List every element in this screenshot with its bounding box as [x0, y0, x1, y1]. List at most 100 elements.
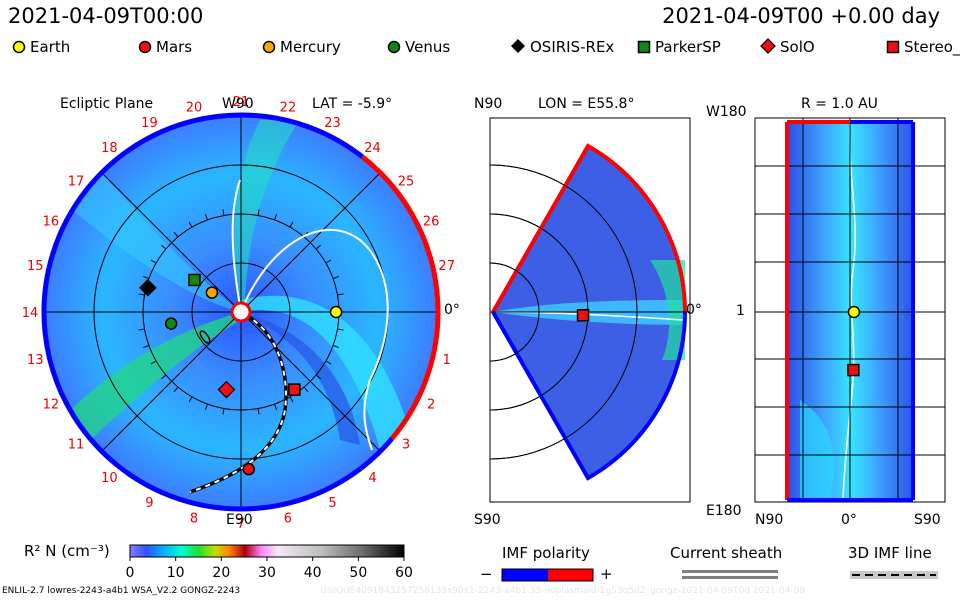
carrington-tick-20: 20: [186, 100, 203, 115]
current-sheath-swatch: [682, 570, 778, 573]
current-sheath-swatch: [682, 576, 778, 579]
legend-mars: Mars: [138, 38, 192, 56]
colorbar-label: R² N (cm⁻³): [24, 542, 110, 560]
ecliptic-lat-label: LAT = -5.9°: [312, 96, 393, 112]
carrington-tick-19: 19: [141, 116, 158, 131]
legend-mercury: Mercury: [262, 38, 341, 56]
legend-stereo-label: Stereo_: [904, 38, 960, 56]
legend-solo: SolO: [760, 38, 815, 56]
radial-y-top-label: W180: [706, 104, 747, 120]
carrington-tick-8: 8: [190, 512, 198, 527]
sun-marker: [230, 301, 252, 323]
carrington-tick-3: 3: [402, 438, 410, 453]
imf-polarity-title: IMF polarity: [502, 544, 590, 562]
ecliptic-bottom-label: E90: [226, 512, 253, 528]
radial-panel: [754, 117, 946, 503]
meridional-polarity-rim-negative: [491, 311, 687, 481]
ecliptic-field-line: [240, 228, 389, 451]
ecliptic-mercury-marker: [205, 286, 219, 299]
ecliptic-venus-marker: [164, 317, 178, 330]
colorbar-tick-40: 40: [304, 565, 322, 581]
legend-earth: Earth: [12, 38, 70, 56]
radial-x-label-0: 0°: [841, 512, 857, 528]
radial-density-feature: [800, 400, 834, 500]
imf-polarity-negative-swatch: [502, 569, 548, 581]
carrington-tick-1: 1: [443, 353, 451, 368]
ecliptic-osiris-rex-marker: [139, 278, 157, 297]
carrington-tick-5: 5: [328, 496, 336, 511]
header-datetime-offset: 2021-04-09T00 +0.00 day: [662, 4, 940, 28]
ecliptic-density-arm: [241, 312, 360, 445]
meridional-right-label: 0°: [686, 302, 702, 318]
footer-run-id: UNIQUE4091843257258139x90x1-2243-a4b1.35…: [320, 586, 806, 596]
legend-earth-label: Earth: [30, 38, 71, 56]
ecliptic-polarity-rim-positive: [360, 154, 441, 441]
ecliptic-solo-marker: [217, 380, 236, 399]
meridional-lon-label: LON = E55.8°: [538, 96, 635, 112]
carrington-tick-7: 7: [237, 517, 245, 532]
meridional-stereo-marker: [576, 308, 590, 322]
ecliptic-mars-marker: [242, 462, 256, 476]
radial-earth-marker: [847, 305, 861, 319]
colorbar-tick-30: 30: [258, 565, 276, 581]
carrington-tick-16: 16: [43, 214, 60, 229]
colorbar-tick-50: 50: [349, 565, 367, 581]
legend-osiris-rex-label: OSIRIS-REx: [530, 38, 615, 56]
legend-stereo: Stereo_: [886, 38, 960, 56]
colorbar-tick-20: 20: [212, 565, 230, 581]
carrington-tick-22: 22: [280, 100, 297, 115]
ecliptic-objects: [139, 273, 343, 476]
ecliptic-density-arm: [234, 120, 300, 312]
ecliptic-title: Ecliptic Plane: [60, 96, 154, 112]
carrington-tick-2: 2: [427, 398, 435, 413]
colorbar-ticks: 0 10 20 30 40 50 60: [126, 557, 413, 581]
radial-r-label: R = 1.0 AU: [801, 96, 878, 112]
imf3d-title: 3D IMF line: [848, 544, 932, 562]
carrington-tick-12: 12: [43, 398, 60, 413]
ecliptic-top-label: W90: [222, 96, 254, 112]
carrington-tick-17: 17: [68, 174, 85, 189]
ecliptic-density-arm: [60, 312, 241, 470]
meridional-objects: [576, 308, 590, 322]
radial-x-label-s90: S90: [914, 512, 941, 528]
carrington-tick-13: 13: [27, 353, 44, 368]
ecliptic-current-sheath-dash: [189, 314, 287, 493]
legend-mars-label: Mars: [156, 38, 193, 56]
meridional-polarity-rim-positive: [491, 143, 687, 313]
carrington-tick-10: 10: [101, 471, 118, 486]
carrington-tick-25: 25: [398, 174, 415, 189]
meridional-panel: [489, 117, 691, 503]
carrington-tick-21: 21: [233, 95, 250, 110]
legend-venus-label: Venus: [405, 38, 451, 56]
carrington-tick-18: 18: [101, 141, 118, 156]
ecliptic-earth-marker: [329, 305, 343, 319]
carrington-tick-14: 14: [22, 306, 39, 321]
meridional-bottom-label: S90: [474, 512, 501, 528]
ecliptic-density-arm: [241, 295, 420, 470]
ecliptic-small-feature: [199, 330, 211, 344]
radial-stereo-marker: [847, 363, 860, 377]
carrington-tick-9: 9: [145, 496, 153, 511]
meridional-top-label: N90: [474, 96, 503, 112]
imf-polarity-frame: [501, 568, 594, 582]
radial-y-mid-label: 1: [736, 303, 745, 319]
radial-x-label-n90: N90: [755, 512, 784, 528]
carrington-tick-11: 11: [68, 438, 85, 453]
ecliptic-polarity-rim-negative: [41, 112, 394, 512]
ecliptic-field-line: [231, 179, 242, 313]
legend-parkersp: ParkerSP: [637, 38, 721, 56]
colorbar: [129, 544, 405, 558]
colorbar-tick-10: 10: [167, 565, 185, 581]
current-sheath-title: Current sheath: [670, 544, 783, 562]
imf-polarity-plus: +: [600, 565, 613, 583]
header-datetime: 2021-04-09T00:00: [8, 4, 204, 28]
legend-solo-label: SolO: [780, 38, 815, 56]
ecliptic-right-label: 0°: [444, 302, 460, 318]
colorbar-tick-0: 0: [126, 565, 135, 581]
carrington-tick-23: 23: [324, 116, 341, 131]
colorbar-tick-60: 60: [395, 565, 413, 581]
radial-y-bottom-label: E180: [706, 503, 742, 519]
